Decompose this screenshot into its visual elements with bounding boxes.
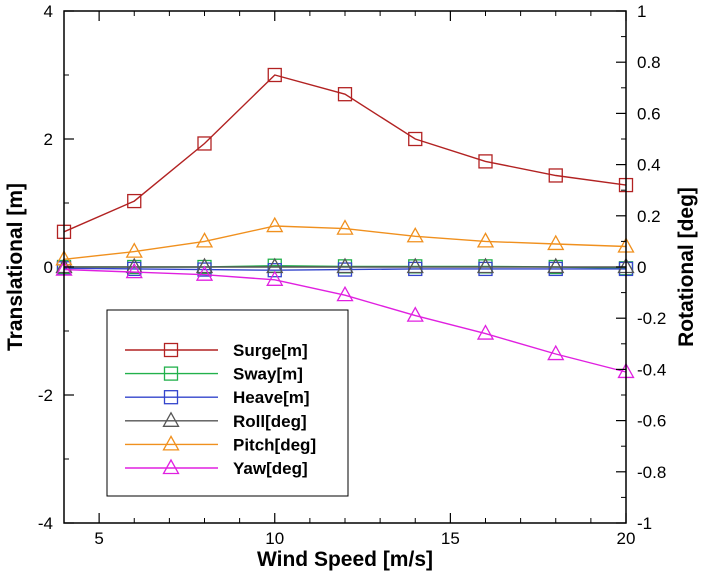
y2-tick-label: 0.2	[637, 207, 661, 226]
data-point-yaw-deg	[195, 265, 214, 281]
legend-item-roll-deg: Roll[deg]	[125, 411, 307, 431]
y2-tick-label: 0.6	[637, 104, 661, 123]
y-tick-label: -2	[38, 386, 53, 405]
data-point-yaw-deg	[125, 262, 143, 279]
y2-tick-label: 0.8	[637, 53, 661, 72]
data-point-pitch-deg	[125, 242, 143, 258]
data-point-pitch-deg	[476, 232, 495, 248]
data-point-yaw-deg	[266, 270, 284, 286]
legend-marker	[162, 458, 180, 475]
legend-item-yaw-deg: Yaw[deg]	[125, 458, 308, 478]
data-point-pitch-deg	[266, 216, 284, 233]
data-point-heave-m	[127, 261, 142, 277]
y2-tick-label: 1	[637, 2, 646, 21]
data-point-surge-m	[197, 136, 212, 151]
y2-tick-label: -0.2	[637, 309, 666, 328]
series-line-heave-m	[63, 267, 626, 271]
legend-label: Heave[m]	[233, 388, 310, 407]
data-point-heave-m	[548, 261, 563, 277]
legend-marker	[163, 366, 179, 381]
data-point-heave-m	[478, 261, 493, 277]
legend-item-surge-m: Surge[m]	[125, 341, 308, 360]
data-point-yaw-deg	[406, 306, 424, 322]
legend-label: Pitch[deg]	[233, 435, 316, 454]
data-point-yaw-deg	[476, 324, 495, 340]
data-point-surge-m	[478, 154, 493, 169]
data-point-pitch-deg	[406, 226, 424, 243]
axis-ticks: 5 10 15 20420-2-410.80.60.40.20-0.2-0.4-0.6…	[38, 2, 666, 548]
y-tick-label: 2	[44, 130, 53, 149]
series-roll-deg	[55, 257, 635, 274]
data-point-heave-m	[408, 261, 423, 277]
data-point-yaw-deg	[547, 344, 565, 361]
legend-label: Surge[m]	[233, 341, 308, 360]
legend-box	[106, 309, 349, 497]
legend-label: Sway[m]	[233, 365, 303, 384]
y2-axis-title: Rotational [deg]	[675, 187, 698, 347]
y2-tick-label: -0.6	[637, 412, 666, 431]
data-point-roll-deg	[476, 257, 495, 274]
data-point-yaw-deg	[336, 285, 354, 302]
data-point-surge-m	[127, 193, 142, 209]
y2-tick-label: 0.4	[637, 156, 661, 175]
data-point-pitch-deg	[336, 219, 354, 235]
legend-marker	[162, 411, 180, 427]
legend-marker	[163, 342, 179, 358]
y2-tick-label: -0.8	[637, 463, 666, 482]
y2-tick-label: -1	[637, 514, 652, 533]
data-point-surge-m	[267, 67, 282, 83]
series-heave-m	[56, 261, 634, 278]
legend-item-heave-m: Heave[m]	[125, 388, 310, 407]
y-tick-label: 0	[44, 258, 53, 277]
series-surge-m	[56, 67, 634, 239]
y2-tick-label: 0	[637, 258, 646, 277]
legend-label: Yaw[deg]	[233, 459, 308, 478]
x-tick-label: 10	[265, 529, 284, 548]
legend-label: Roll[deg]	[233, 412, 307, 431]
legend: Surge[m] Sway[m] Heave[m] Roll[deg] Pitch[de…	[106, 309, 349, 497]
series-line-surge-m	[63, 74, 627, 233]
legend-marker	[163, 390, 179, 405]
legend-marker	[162, 435, 180, 451]
data-point-pitch-deg	[195, 232, 214, 248]
y2-tick-label: -0.4	[637, 360, 666, 379]
y-tick-label: 4	[44, 2, 53, 21]
legend-item-pitch-deg: Pitch[deg]	[125, 435, 316, 454]
data-point-surge-m	[548, 168, 563, 183]
x-tick-label: 15	[441, 529, 460, 548]
data-point-roll-deg	[336, 257, 354, 274]
x-tick-label: 5	[94, 529, 103, 548]
data-point-surge-m	[337, 87, 353, 102]
x-axis-title: Wind Speed [m/s]	[257, 548, 433, 571]
y-axis-title: Translational [m]	[4, 183, 27, 351]
series-line-pitch-deg	[63, 225, 627, 260]
x-tick-label: 20	[617, 529, 636, 548]
legend-item-sway-m: Sway[m]	[125, 365, 303, 384]
data-point-roll-deg	[547, 257, 565, 274]
data-point-surge-m	[408, 131, 423, 147]
data-point-roll-deg	[195, 257, 214, 274]
data-point-pitch-deg	[547, 234, 565, 251]
series-line-yaw-deg	[63, 268, 627, 373]
data-point-roll-deg	[406, 257, 424, 274]
y-tick-label: -4	[38, 514, 53, 533]
